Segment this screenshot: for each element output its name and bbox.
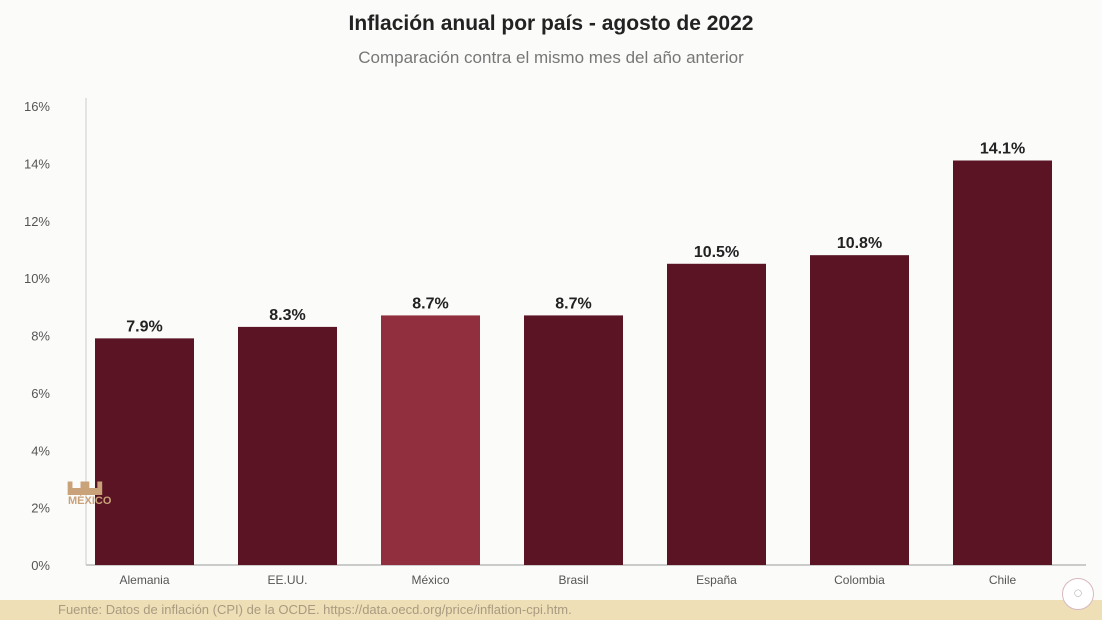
gobierno-de-mexico-logo: ▙▟▙▟ MÉXICO bbox=[68, 483, 112, 507]
bar-alemania bbox=[95, 338, 194, 565]
bar-espaa bbox=[667, 263, 766, 565]
x-tick-label: España bbox=[696, 573, 737, 587]
data-label: 8.7% bbox=[412, 295, 448, 312]
data-label: 10.8% bbox=[837, 235, 882, 252]
bar-mxico bbox=[381, 315, 480, 565]
y-tick-label: 14% bbox=[24, 156, 50, 171]
y-tick-label: 6% bbox=[31, 386, 50, 401]
x-tick-label: Colombia bbox=[834, 573, 885, 587]
bar-eeuu bbox=[238, 326, 337, 565]
x-tick-label: México bbox=[411, 573, 449, 587]
chart-subtitle: Comparación contra el mismo mes del año … bbox=[358, 48, 744, 67]
footer-band bbox=[0, 600, 1102, 620]
seal-badge-icon: ◯ bbox=[1062, 578, 1094, 610]
data-label: 7.9% bbox=[126, 318, 162, 335]
chart-title: Inflación anual por país - agosto de 202… bbox=[348, 12, 754, 35]
bar-chart: 0% 2% 4% 6% 8% 10% 12% 14% 16% 7.9% Alemania 8.3% EE… bbox=[24, 98, 1086, 587]
x-tick-label: EE.UU. bbox=[267, 573, 307, 587]
bar-brasil bbox=[524, 315, 623, 565]
y-tick-label: 2% bbox=[31, 501, 50, 516]
y-tick-label: 16% bbox=[24, 99, 50, 114]
data-label: 14.1% bbox=[980, 141, 1025, 158]
y-tick-label: 0% bbox=[31, 558, 50, 573]
x-tick-label: Alemania bbox=[119, 573, 169, 587]
y-tick-label: 10% bbox=[24, 271, 50, 286]
bar-colombia bbox=[810, 255, 909, 566]
x-tick-label: Chile bbox=[989, 573, 1017, 587]
source-note: Fuente: Datos de inflación (CPI) de la O… bbox=[58, 602, 572, 617]
bar-chile bbox=[953, 160, 1052, 565]
data-label: 10.5% bbox=[694, 244, 739, 261]
y-tick-label: 12% bbox=[24, 214, 50, 229]
y-tick-label: 8% bbox=[31, 329, 50, 344]
data-label: 8.3% bbox=[269, 307, 305, 324]
y-tick-label: 4% bbox=[31, 443, 50, 458]
x-tick-label: Brasil bbox=[558, 573, 588, 587]
data-label: 8.7% bbox=[555, 295, 591, 312]
